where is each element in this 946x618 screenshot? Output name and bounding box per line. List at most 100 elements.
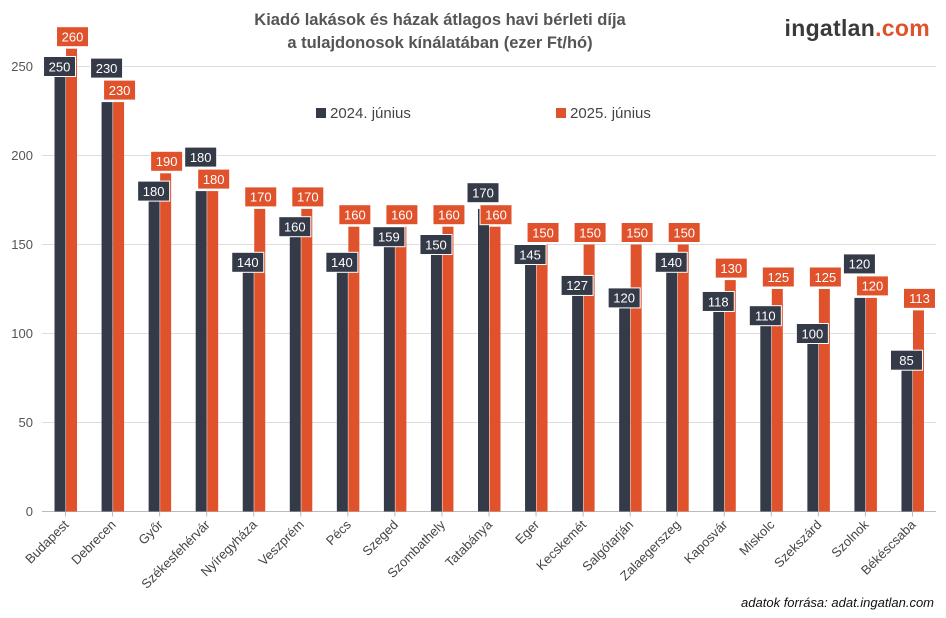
data-label-2025-box xyxy=(150,150,184,172)
bar-2025 xyxy=(583,244,595,512)
bar-2024 xyxy=(383,228,395,512)
data-label-2024: 140 xyxy=(237,255,259,270)
bar-2024 xyxy=(713,301,725,512)
data-label-2024-box xyxy=(325,251,359,273)
data-label-2024: 150 xyxy=(425,237,447,252)
brand-logo: ingatlan.com xyxy=(785,15,930,42)
data-label-2024: 140 xyxy=(331,255,353,270)
data-label-2024-box xyxy=(419,234,453,255)
data-label-2025: 120 xyxy=(862,279,884,294)
data-label-2025: 150 xyxy=(673,225,695,240)
bar-2025 xyxy=(630,244,642,512)
data-label-2024: 120 xyxy=(613,291,635,306)
category-label: Szolnok xyxy=(828,517,872,561)
data-label-2025: 125 xyxy=(815,270,837,285)
data-label-2024-box xyxy=(43,56,77,77)
bar-2024 xyxy=(807,333,819,512)
category-label: Veszprém xyxy=(255,517,306,568)
data-label-2024-box xyxy=(278,216,312,238)
data-label-2024: 170 xyxy=(472,186,494,201)
data-label-2025: 150 xyxy=(579,225,601,240)
bar-2025 xyxy=(771,289,783,512)
bar-2024 xyxy=(101,102,113,512)
data-label-2024-box xyxy=(137,180,171,202)
data-label-2025: 130 xyxy=(720,261,742,276)
y-tick-label: 50 xyxy=(19,415,33,430)
y-tick-label: 150 xyxy=(11,237,33,252)
data-label-2025-box xyxy=(479,204,513,226)
data-label-2025: 230 xyxy=(109,83,131,98)
data-label-2024-box xyxy=(513,244,547,265)
data-label-2025-box xyxy=(714,257,748,279)
y-tick-label: 200 xyxy=(11,148,33,163)
bar-2024 xyxy=(854,297,866,512)
bar-2024 xyxy=(525,253,537,512)
data-label-2025: 190 xyxy=(156,154,178,169)
data-label-2025-box xyxy=(620,222,654,243)
bar-2024 xyxy=(336,262,348,512)
bar-2025 xyxy=(254,208,266,512)
bar-2025 xyxy=(677,244,689,512)
data-label-2024-box xyxy=(372,226,406,248)
bar-2025 xyxy=(865,297,877,512)
data-label-2024-box xyxy=(795,323,829,344)
bar-2024 xyxy=(760,315,772,512)
y-tick-label: 100 xyxy=(11,326,33,341)
category-label: Győr xyxy=(135,517,166,548)
data-label-2025-box xyxy=(338,204,372,226)
data-label-2025: 170 xyxy=(297,190,319,205)
category-label: Debrecen xyxy=(68,517,118,567)
bar-2025 xyxy=(160,173,172,512)
data-label-2024: 159 xyxy=(378,230,400,245)
bar-2025 xyxy=(724,280,736,512)
bar-2024 xyxy=(666,262,678,512)
data-label-2024: 118 xyxy=(708,294,729,309)
data-label-2024-box xyxy=(90,57,124,79)
bar-2025 xyxy=(489,226,501,512)
data-label-2025-box xyxy=(761,266,795,288)
bar-2025 xyxy=(301,208,313,512)
data-label-2024: 140 xyxy=(660,255,682,270)
data-label-2025: 260 xyxy=(62,30,84,45)
y-tick-label: 0 xyxy=(26,504,33,519)
data-label-2024-box xyxy=(607,287,641,309)
data-label-2024-box xyxy=(184,146,218,168)
data-label-2025: 160 xyxy=(391,208,413,223)
category-label: Tatabánya xyxy=(442,516,496,570)
data-label-2024-box xyxy=(466,182,500,204)
bar-2024 xyxy=(478,208,489,512)
data-label-2025-box xyxy=(197,168,231,190)
bar-2025 xyxy=(818,289,830,512)
data-label-2025: 160 xyxy=(485,208,507,223)
data-label-2024: 160 xyxy=(284,220,306,235)
data-label-2024: 230 xyxy=(96,61,118,76)
data-label-2025-box xyxy=(526,222,560,243)
legend-swatch-2 xyxy=(556,108,566,118)
data-label-2024: 180 xyxy=(143,184,165,199)
data-label-2025: 150 xyxy=(532,225,554,240)
data-label-2025-box xyxy=(385,204,419,226)
data-label-2025-box xyxy=(667,222,701,243)
bar-2025 xyxy=(66,48,78,512)
category-label: Eger xyxy=(512,517,542,547)
category-label: Pécs xyxy=(323,517,354,548)
data-label-2025-box xyxy=(291,186,325,208)
category-label: Budapest xyxy=(22,517,72,567)
chart-title-line1: Kiadó lakások és házak átlagos havi bérl… xyxy=(254,11,626,29)
source-note: adatok forrása: adat.ingatlan.com xyxy=(741,595,934,610)
data-label-2024: 127 xyxy=(566,278,588,293)
category-label: Miskolc xyxy=(736,517,778,559)
bar-2025 xyxy=(536,244,548,512)
data-label-2024-box xyxy=(889,349,923,371)
data-label-2024-box xyxy=(231,251,265,273)
data-label-2025: 180 xyxy=(203,172,225,187)
data-label-2024-box xyxy=(654,251,688,273)
data-label-2025-box xyxy=(855,275,889,297)
data-label-2025-box xyxy=(573,222,607,243)
bar-2024 xyxy=(430,244,442,512)
category-label: Szeged xyxy=(359,517,401,559)
brand-logo-part1: ingatlan xyxy=(784,15,876,41)
bar-2024 xyxy=(289,226,301,512)
data-label-2025: 113 xyxy=(909,291,930,306)
bar-2025 xyxy=(912,310,924,512)
